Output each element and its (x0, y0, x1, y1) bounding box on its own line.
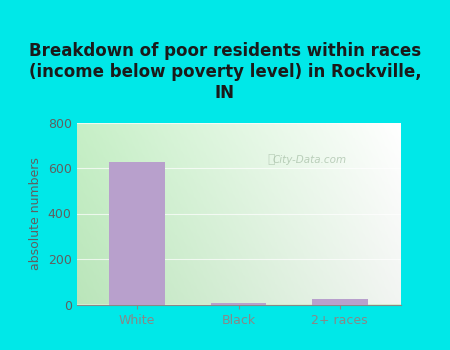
Text: Breakdown of poor residents within races
(income below poverty level) in Rockvil: Breakdown of poor residents within races… (29, 42, 421, 102)
Bar (109, 162, 165, 304)
Bar (312, 300, 368, 304)
Text: ⦿: ⦿ (267, 153, 274, 166)
Bar (211, 303, 266, 304)
Y-axis label: absolute numbers: absolute numbers (29, 157, 42, 270)
Text: City-Data.com: City-Data.com (273, 155, 347, 164)
